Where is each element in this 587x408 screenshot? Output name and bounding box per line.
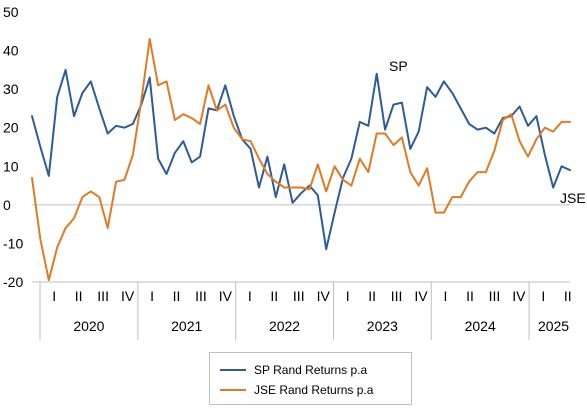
year-label: 2023 bbox=[367, 318, 398, 334]
legend-label-jse: JSE Rand Returns p.a bbox=[254, 383, 374, 397]
x-tick-label: III bbox=[195, 288, 207, 304]
series-layer bbox=[31, 38, 571, 282]
x-tick-label: III bbox=[293, 288, 305, 304]
x-tick-label: III bbox=[489, 288, 501, 304]
y-tick-label: 10 bbox=[3, 158, 19, 174]
year-label: 2025 bbox=[538, 318, 569, 334]
x-tick-label: II bbox=[466, 288, 474, 304]
legend-item-sp: SP Rand Returns p.a bbox=[220, 361, 367, 379]
x-tick-label: IV bbox=[512, 288, 526, 304]
x-tick-label: IV bbox=[219, 288, 233, 304]
y-tick-label: 40 bbox=[3, 43, 19, 59]
series-end-label-jse: JSE bbox=[560, 190, 586, 206]
x-tick-label: II bbox=[368, 288, 376, 304]
x-tick-label: III bbox=[97, 288, 109, 304]
year-label: 2021 bbox=[171, 318, 202, 334]
series-end-labels: SP JSE bbox=[389, 58, 586, 206]
legend-swatch-sp bbox=[220, 369, 246, 371]
y-tick-label: 0 bbox=[3, 197, 11, 213]
series-end-label-sp: SP bbox=[389, 58, 408, 74]
x-tick-label: II bbox=[75, 288, 83, 304]
x-tick-label: I bbox=[52, 288, 56, 304]
y-tick-label: 20 bbox=[3, 120, 19, 136]
year-label: 2022 bbox=[269, 318, 300, 334]
legend-swatch-jse bbox=[220, 389, 246, 391]
legend: SP Rand Returns p.a JSE Rand Returns p.a bbox=[209, 352, 412, 405]
y-tick-label: 30 bbox=[3, 81, 19, 97]
x-axis-ticks: I II III IV I II III IV I II III IV I II III IV I II III IV… bbox=[39, 282, 572, 340]
y-axis-ticks: -20 -10 0 10 20 30 40 50 bbox=[3, 4, 23, 290]
y-tick-label: -20 bbox=[3, 274, 23, 290]
legend-label-sp: SP Rand Returns p.a bbox=[254, 363, 368, 377]
y-tick-label: 50 bbox=[3, 4, 19, 20]
year-label: 2020 bbox=[73, 318, 104, 334]
x-tick-label: IV bbox=[121, 288, 135, 304]
series-line-1 bbox=[31, 38, 571, 282]
year-label: 2024 bbox=[465, 318, 496, 334]
x-tick-label: IV bbox=[317, 288, 331, 304]
x-tick-label: IV bbox=[414, 288, 428, 304]
y-tick-label: -10 bbox=[3, 235, 23, 251]
x-tick-label: II bbox=[564, 288, 572, 304]
x-tick-label: I bbox=[150, 288, 154, 304]
legend-item-jse: JSE Rand Returns p.a bbox=[220, 381, 373, 399]
x-tick-label: I bbox=[444, 288, 448, 304]
x-tick-label: I bbox=[248, 288, 252, 304]
x-tick-label: I bbox=[541, 288, 545, 304]
x-tick-label: I bbox=[346, 288, 350, 304]
x-tick-label: II bbox=[173, 288, 181, 304]
series-line-0 bbox=[31, 68, 571, 251]
x-tick-label: II bbox=[270, 288, 278, 304]
x-tick-label: III bbox=[391, 288, 403, 304]
